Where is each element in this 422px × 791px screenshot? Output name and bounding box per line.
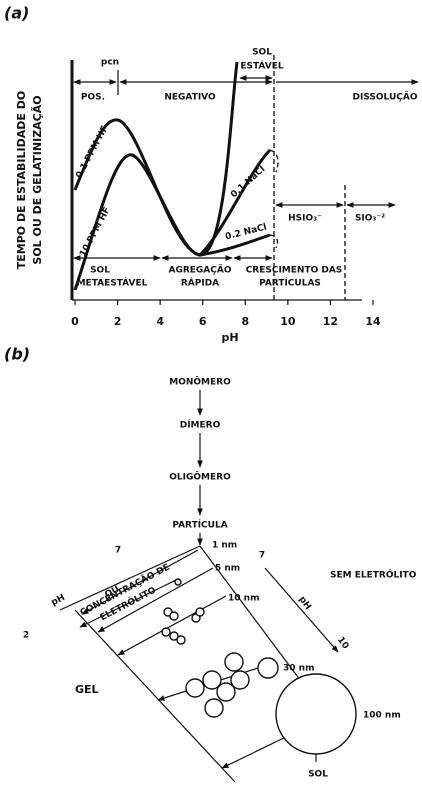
- size: 5 nm: [215, 564, 240, 574]
- annotation: CRESCIMENTO DAS: [246, 266, 343, 276]
- particle: [186, 679, 204, 697]
- particle: [196, 608, 204, 616]
- curve-label: 0.1 PPM HF: [74, 124, 110, 180]
- annotation: DISSOLUÇÃO: [353, 92, 418, 103]
- annotation: AGREGAÇÃO: [168, 265, 231, 276]
- annotation: SOL: [90, 266, 110, 276]
- x-tick-label: 6: [199, 315, 207, 328]
- annotation: HSIO₃⁻: [288, 214, 322, 224]
- axis-label: 2: [23, 631, 29, 641]
- particle: [162, 628, 170, 636]
- x-tick-label: 14: [365, 315, 381, 328]
- annotation: ESTÁVEL: [240, 60, 284, 72]
- annotation: pcn: [101, 58, 119, 68]
- x-tick-label: 0: [71, 315, 79, 328]
- x-label: pH: [221, 331, 238, 344]
- annotation: SIO₃⁻²: [355, 214, 385, 224]
- axis-label: pH: [50, 593, 67, 608]
- x-tick-label: 10: [280, 315, 296, 328]
- figure: (a) TEMPO DE ESTABILIDADE DO SOL OU DE G…: [0, 0, 422, 791]
- annotation: PARTÍCULAS: [259, 277, 321, 289]
- gel-boundary: [75, 610, 235, 782]
- axis-label: SEM ELETRÓLITO: [330, 569, 417, 581]
- arrow: [265, 568, 338, 652]
- annotation: METAESTÁVEL: [77, 277, 148, 289]
- particle: [205, 699, 223, 717]
- panel-label: (a): [4, 4, 29, 23]
- curve-label: 10 PPM HF: [78, 206, 112, 259]
- y-label: SOL OU DE GELATINIZAÇÃO: [31, 95, 44, 264]
- axis-label: 7: [115, 546, 121, 556]
- y-label: TEMPO DE ESTABILIDADE DO: [15, 91, 28, 269]
- particle: [177, 636, 185, 644]
- panel-label: (b): [4, 345, 30, 364]
- arrow: [222, 735, 290, 768]
- stage: DÍMERO: [180, 419, 221, 431]
- annotation: RÁPIDA: [181, 277, 219, 289]
- x-tick-label: 12: [323, 315, 338, 328]
- sol-label: SOL: [308, 770, 328, 780]
- particle: [258, 658, 278, 678]
- annotation: POS.: [81, 93, 105, 103]
- particle: [276, 674, 356, 754]
- stage: MONÔMERO: [169, 376, 231, 388]
- curve-label: 0.1 NaCl: [229, 164, 267, 200]
- size: 1 nm: [212, 541, 237, 551]
- x-tick-label: 8: [241, 315, 249, 328]
- axis-label: 7: [259, 551, 265, 561]
- annotation: SOL: [252, 48, 272, 58]
- stage: PARTÍCULA: [172, 519, 227, 531]
- size: 100 nm: [363, 711, 401, 721]
- particle: [225, 653, 243, 671]
- annotation: NEGATIVO: [164, 93, 216, 103]
- x-tick-label: 4: [156, 315, 164, 328]
- size: 30 nm: [283, 664, 314, 674]
- particle: [170, 612, 178, 620]
- gel-label: GEL: [75, 683, 99, 696]
- particle: [231, 671, 249, 689]
- size: 10 nm: [228, 594, 259, 604]
- particle: [175, 579, 181, 585]
- x-tick-label: 2: [114, 315, 122, 328]
- stage: OLIGÔMERO: [169, 471, 231, 483]
- axis-label: pH: [296, 595, 312, 612]
- panel-a: (a) TEMPO DE ESTABILIDADE DO SOL OU DE G…: [4, 4, 418, 345]
- panel-b: (b) MONÔMERO DÍMERO OLIGÔMERO PARTÍCULA …: [4, 345, 417, 783]
- axis-label: 10: [335, 635, 350, 651]
